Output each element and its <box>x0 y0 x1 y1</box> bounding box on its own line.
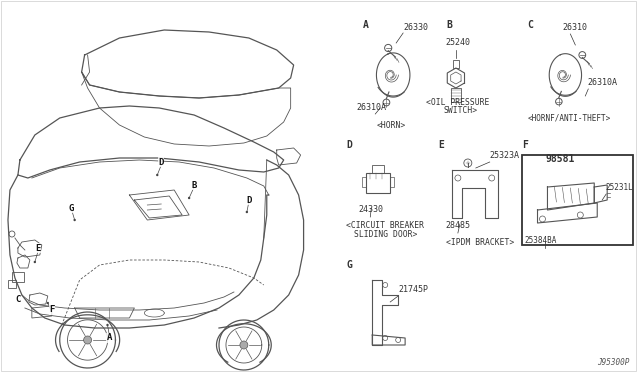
Bar <box>522 155 633 245</box>
Bar <box>451 88 461 102</box>
Bar <box>453 60 459 68</box>
Circle shape <box>240 341 248 349</box>
Text: C: C <box>15 295 20 305</box>
Text: SWITCH>: SWITCH> <box>444 106 478 115</box>
Text: <OIL PRESSURE: <OIL PRESSURE <box>426 98 490 107</box>
Text: D: D <box>246 196 252 205</box>
Circle shape <box>47 302 49 304</box>
Text: SLIDING DOOR>: SLIDING DOOR> <box>355 230 418 239</box>
Text: 26310: 26310 <box>563 23 588 32</box>
Circle shape <box>246 211 248 213</box>
Circle shape <box>106 324 109 326</box>
Text: J95300P: J95300P <box>596 358 629 367</box>
Text: D: D <box>159 157 164 167</box>
Text: G: G <box>346 260 352 270</box>
Text: B: B <box>446 20 452 30</box>
Text: C: C <box>527 20 533 30</box>
Text: E: E <box>35 244 40 253</box>
Text: F: F <box>523 140 529 150</box>
Circle shape <box>84 336 92 344</box>
Text: 98581: 98581 <box>545 154 575 164</box>
Text: 24330: 24330 <box>358 205 383 214</box>
Text: <IPDM BRACKET>: <IPDM BRACKET> <box>446 238 514 247</box>
Text: 26310A: 26310A <box>356 103 387 112</box>
Bar <box>372 165 384 173</box>
Text: 26330: 26330 <box>403 23 428 32</box>
Circle shape <box>34 261 36 263</box>
Text: F: F <box>49 305 54 314</box>
Text: 28485: 28485 <box>446 221 471 230</box>
Bar <box>8 280 16 288</box>
Bar <box>366 173 390 193</box>
Text: 21745P: 21745P <box>398 285 428 294</box>
Text: G: G <box>69 203 74 212</box>
Text: E: E <box>438 140 444 150</box>
Text: D: D <box>346 140 352 150</box>
Text: B: B <box>191 180 196 189</box>
Circle shape <box>188 197 190 199</box>
Circle shape <box>156 174 159 176</box>
Text: 25323A: 25323A <box>490 151 520 160</box>
Text: <HORN>: <HORN> <box>376 121 406 130</box>
Text: <HORNF/ANTI-THEFT>: <HORNF/ANTI-THEFT> <box>527 113 611 122</box>
Text: A: A <box>107 334 112 343</box>
Text: <CIRCUIT BREAKER: <CIRCUIT BREAKER <box>346 221 424 230</box>
Bar <box>390 177 394 187</box>
Text: 25240: 25240 <box>446 38 471 47</box>
Circle shape <box>74 219 76 221</box>
Bar <box>362 177 366 187</box>
Text: 26310A: 26310A <box>588 78 618 87</box>
Bar <box>12 272 24 282</box>
Text: 25231L: 25231L <box>605 183 633 192</box>
Text: A: A <box>364 20 369 30</box>
Text: 25384BA: 25384BA <box>525 236 557 245</box>
